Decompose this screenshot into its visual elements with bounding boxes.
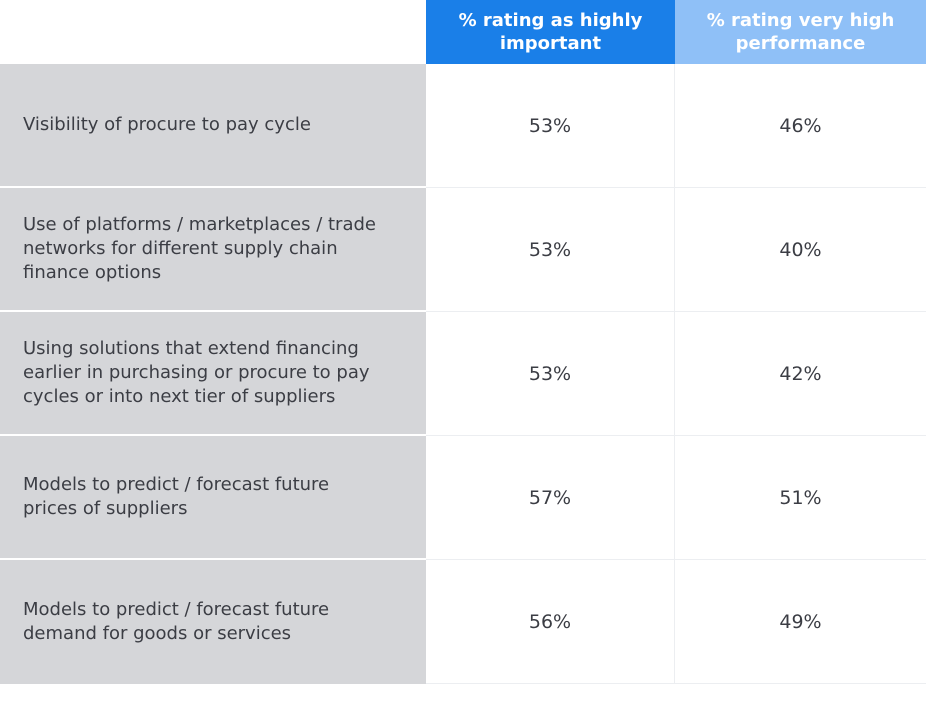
row-label: Models to predict / forecast future pric… [0, 436, 426, 560]
table-row: Use of platforms / marketplaces / trade … [0, 188, 926, 312]
comparison-table: % rating as highly important % rating ve… [0, 0, 926, 684]
value-very-high-performance: 49% [675, 560, 926, 684]
table-row: Using solutions that extend financing ea… [0, 312, 926, 436]
table-row: Models to predict / forecast future dema… [0, 560, 926, 684]
value-highly-important: 53% [426, 312, 675, 436]
value-very-high-performance: 46% [675, 64, 926, 188]
row-label: Using solutions that extend financing ea… [0, 312, 426, 436]
row-label: Visibility of procure to pay cycle [0, 64, 426, 188]
value-highly-important: 56% [426, 560, 675, 684]
header-corner-cell [0, 0, 426, 64]
row-label: Models to predict / forecast future dema… [0, 560, 426, 684]
column-header-very-high-performance: % rating very high performance [675, 0, 926, 64]
row-label: Use of platforms / marketplaces / trade … [0, 188, 426, 312]
value-highly-important: 53% [426, 188, 675, 312]
value-very-high-performance: 40% [675, 188, 926, 312]
value-highly-important: 57% [426, 436, 675, 560]
table-header-row: % rating as highly important % rating ve… [0, 0, 926, 64]
table-row: Visibility of procure to pay cycle 53% 4… [0, 64, 926, 188]
table-row: Models to predict / forecast future pric… [0, 436, 926, 560]
value-highly-important: 53% [426, 64, 675, 188]
column-header-highly-important: % rating as highly important [426, 0, 675, 64]
value-very-high-performance: 51% [675, 436, 926, 560]
value-very-high-performance: 42% [675, 312, 926, 436]
